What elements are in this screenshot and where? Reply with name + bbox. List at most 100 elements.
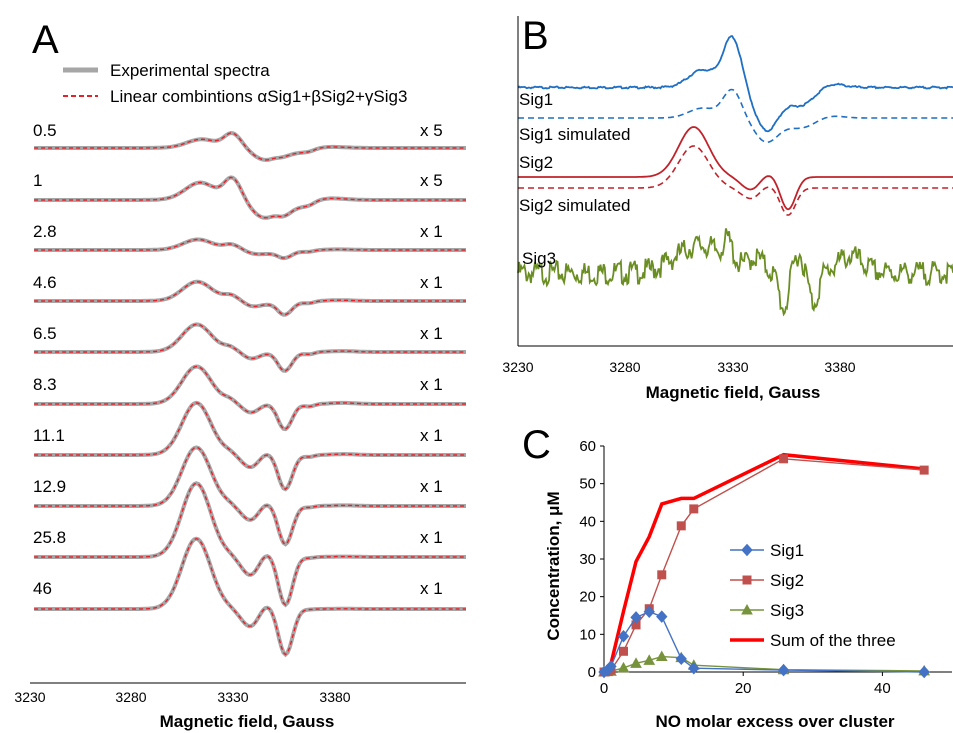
experimental-spectrum [34, 481, 466, 608]
x-tick-label: 0 [600, 680, 608, 697]
legend-marker [741, 603, 753, 615]
legend-label: Sig3 [770, 601, 804, 620]
fit-spectrum [34, 365, 466, 430]
panel-a-trace-scale: x 1 [420, 579, 443, 598]
x-tick-label: 40 [874, 680, 891, 697]
panel-a-x-axis: 3230 3280 3330 3380 Magnetic field, Gaus… [14, 682, 466, 731]
data-point [675, 652, 687, 666]
panel-b-axes: 3230 3280 3330 3380 Magnetic field, Gaus… [502, 16, 953, 402]
fit-spectrum [34, 132, 466, 161]
panel-a-trace-scale: x 1 [420, 222, 443, 241]
data-point [919, 465, 929, 475]
panel-a-trace-scale: x 1 [420, 375, 443, 394]
experimental-spectrum [34, 364, 466, 432]
fit-spectrum [34, 281, 466, 316]
panel-a-trace-label: 6.5 [33, 324, 57, 343]
legend-label: Sig2 [770, 571, 804, 590]
legend-entry: Sig2 [730, 571, 804, 590]
panel-c: C 0 10 20 30 40 50 60 0 20 40 Sig1 Sig2 Sig3 Sum of … [522, 423, 952, 731]
y-tick-label: 0 [588, 664, 596, 681]
panel-a-trace-label: 0.5 [33, 121, 57, 140]
data-point [617, 629, 630, 643]
experimental-spectrum [34, 130, 466, 162]
legend-label: Sum of the three [770, 631, 896, 650]
legend-label: Sig1 [770, 541, 804, 560]
panel-a-xlabel: Magnetic field, Gauss [160, 712, 335, 731]
panel-b-label-sig2-sim: Sig2 simulated [519, 196, 631, 215]
experimental-spectrum [34, 322, 466, 373]
data-point [918, 665, 930, 679]
legend-marker [741, 543, 753, 557]
sig2-trace [518, 126, 953, 211]
data-point [655, 650, 668, 662]
experimental-spectrum [34, 237, 466, 261]
data-point [643, 605, 655, 618]
data-point [689, 504, 699, 514]
y-tick-label: 30 [579, 551, 596, 568]
y-tick-label: 40 [579, 513, 596, 530]
panel-a-trace-scale: x 5 [420, 171, 443, 190]
panel-b: B Sig1 Sig1 simulated Sig2 Sig2 simulate… [502, 14, 953, 402]
y-tick-label: 50 [579, 476, 596, 493]
data-point [630, 611, 642, 624]
panel-a-trace: 8.3 x 1 [33, 364, 466, 432]
legend-entry: Sig3 [730, 601, 804, 620]
panel-a-trace-scale: x 1 [420, 273, 443, 292]
panel-a-trace-label: 11.1 [33, 426, 65, 445]
panel-a-trace: 46 x 1 [33, 536, 466, 658]
panel-a-trace-label: 46 [33, 579, 52, 598]
fit-spectrum [34, 176, 466, 219]
panel-b-tick: 3380 [824, 359, 855, 375]
panel-a-trace-label: 8.3 [33, 375, 57, 394]
data-point [656, 610, 668, 623]
panel-c-series [598, 452, 931, 679]
panel-b-tick: 3230 [502, 359, 533, 375]
sig3-trace [517, 228, 953, 317]
fit-spectrum [34, 238, 466, 259]
panel-b-letter: B [522, 14, 549, 58]
panel-a-trace-label: 12.9 [33, 477, 66, 496]
panel-a: A Experimental spectra Linear combintion… [14, 18, 466, 731]
data-point [777, 663, 790, 677]
fit-spectrum [34, 323, 466, 372]
panel-b-label-sig3: Sig3 [522, 249, 556, 268]
data-point [779, 454, 789, 464]
panel-a-tick: 3330 [217, 689, 248, 705]
panel-b-tick: 3330 [717, 359, 748, 375]
panel-a-trace-scale: x 1 [420, 426, 443, 445]
x-tick-label: 20 [735, 680, 752, 697]
panel-c-ylabel: Concentration, μM [544, 491, 563, 640]
panel-b-tick: 3280 [609, 359, 640, 375]
panel-b-label-sig1-sim: Sig1 simulated [519, 125, 631, 144]
sig1-trace [517, 35, 953, 133]
legend-entry: Sum of the three [730, 631, 896, 650]
panel-a-tick: 3280 [115, 689, 146, 705]
panel-a-trace: 12.9 x 1 [33, 445, 466, 547]
fit-spectrum [34, 537, 466, 656]
legend-experimental-label: Experimental spectra [110, 61, 270, 80]
panel-a-trace-label: 2.8 [33, 222, 57, 241]
fit-spectrum [34, 482, 466, 606]
data-point [643, 654, 656, 665]
experimental-spectrum [34, 400, 466, 492]
panel-a-trace: 6.5 x 1 [33, 322, 466, 373]
y-tick-label: 10 [579, 626, 596, 643]
fit-spectrum [34, 446, 466, 546]
panel-a-traces: 0.5 x 5 1 x 5 2.8 x 1 4.6 x 1 6.5 x 1 8.3 x 1 11.1 x … [33, 121, 466, 658]
panel-a-trace-scale: x 5 [420, 121, 443, 140]
fit-spectrum [34, 402, 466, 491]
panel-c-xlabel: NO molar excess over cluster [655, 712, 894, 731]
panel-b-traces [517, 35, 953, 317]
panel-c-letter: C [522, 423, 551, 467]
data-point [605, 660, 617, 673]
panel-a-trace-scale: x 1 [420, 528, 443, 547]
panel-a-letter: A [32, 18, 59, 62]
panel-a-trace: 1 x 5 [33, 171, 466, 220]
legend-marker [742, 575, 752, 585]
legend-entry: Sig1 [730, 541, 804, 560]
sig1-simulated-trace [518, 88, 953, 143]
panel-a-trace: 11.1 x 1 [33, 400, 466, 492]
panel-a-trace-label: 1 [33, 171, 42, 190]
sig2-simulated-trace [518, 145, 953, 216]
